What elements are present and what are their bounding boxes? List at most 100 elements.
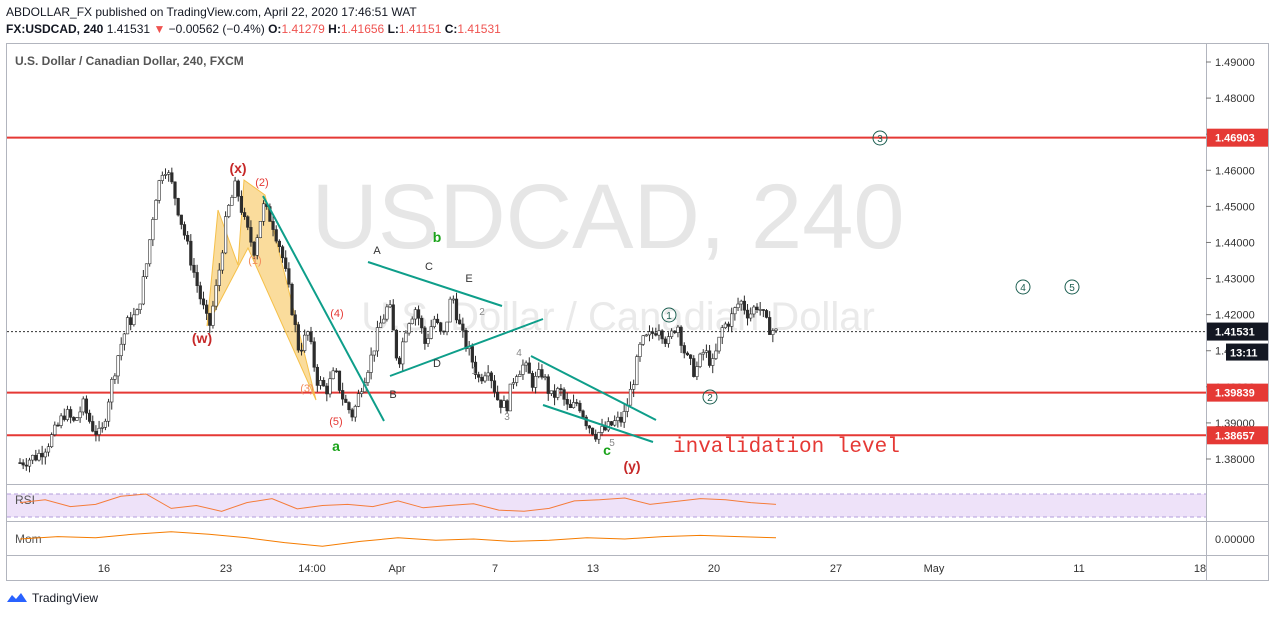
- watermark-description: U.S. Dollar / Canadian Dollar: [361, 295, 875, 339]
- candle-body: [148, 239, 152, 265]
- subwave-2-label: (2): [255, 177, 268, 189]
- candle-body: [771, 330, 775, 335]
- svg-text:2: 2: [707, 393, 713, 404]
- price-tick-label: 1.44000: [1215, 237, 1255, 249]
- channel-lower-line[interactable]: [542, 404, 654, 443]
- candle-body: [657, 330, 661, 336]
- candle-body: [94, 430, 98, 435]
- svg-text:1: 1: [666, 311, 672, 322]
- candle-body: [511, 382, 516, 385]
- price-axis[interactable]: 1.380001.390001.400001.410001.420001.430…: [1206, 57, 1255, 466]
- time-axis[interactable]: 16 23 14:00 Apr 7 13 20 27 May 11 18: [98, 563, 1206, 575]
- down-arrow-icon: ▼: [153, 22, 166, 36]
- candle-body: [413, 309, 417, 320]
- candle-body: [489, 372, 493, 382]
- candle-body: [568, 403, 572, 409]
- publisher-line: ABDOLLAR_FX published on TradingView.com…: [6, 5, 417, 19]
- candle-body: [182, 224, 187, 236]
- candle-body: [59, 415, 63, 426]
- candle-body: [492, 380, 497, 393]
- rsi-pane-title: RSI: [15, 493, 35, 507]
- candle-body: [366, 372, 370, 383]
- candle-body: [249, 227, 253, 243]
- tradingview-logo-icon: [7, 593, 27, 602]
- candle-body: [590, 427, 595, 435]
- mom-pane-title: Mom: [15, 532, 42, 546]
- candle-body: [331, 370, 335, 380]
- candle-body: [385, 306, 389, 320]
- candle-body: [730, 313, 734, 327]
- candle-body: [515, 376, 519, 383]
- candle-body: [552, 390, 557, 398]
- candle-body: [768, 317, 772, 335]
- brand-name: TradingView: [32, 591, 99, 605]
- candle-body: [578, 402, 582, 412]
- candle-body: [632, 384, 636, 390]
- candle-body: [132, 314, 136, 325]
- candle-body: [303, 334, 307, 351]
- yellow-wedge-shape[interactable]: [206, 179, 317, 401]
- candle-body: [635, 356, 639, 385]
- circled-wave-3: 3: [872, 130, 888, 146]
- candle-body: [711, 358, 715, 366]
- candle-body: [660, 330, 664, 340]
- candle-body: [439, 322, 443, 332]
- candle-body: [464, 330, 468, 349]
- candle-body: [167, 172, 171, 175]
- triangle-lower-line[interactable]: [389, 318, 544, 377]
- triangle-upper-line[interactable]: [367, 261, 503, 307]
- candle-body: [394, 329, 399, 359]
- symbol-timeframe[interactable]: FX:USDCAD, 240: [6, 22, 104, 36]
- candle-body: [293, 314, 297, 325]
- candle-body: [397, 357, 402, 365]
- wave-labels-layer: (w) (x) (y) a b c (1) (2) (3) (4) (5) A …: [192, 160, 900, 474]
- candle-body: [685, 352, 690, 356]
- high-label: H:: [328, 22, 341, 36]
- candle-body: [470, 346, 474, 363]
- channel-upper-line[interactable]: [530, 355, 657, 421]
- candle-body: [454, 298, 459, 321]
- triangle-pattern: [206, 179, 317, 401]
- candle-body: [448, 298, 452, 323]
- candle-body: [581, 410, 585, 418]
- price-levels-layer: [7, 136, 1206, 437]
- candle-body: [764, 310, 769, 318]
- close-value: 1.41531: [457, 22, 501, 36]
- candle-body: [189, 240, 193, 266]
- candle-body: [287, 268, 291, 285]
- candle-body: [761, 309, 765, 311]
- candle-body: [679, 326, 683, 346]
- candle-body: [613, 420, 617, 426]
- candle-body: [110, 379, 114, 403]
- candle-body: [274, 229, 278, 242]
- candle-body: [752, 306, 756, 315]
- momentum-line[interactable]: [19, 531, 777, 547]
- time-tick-label: 23: [220, 563, 232, 575]
- candle-body: [644, 334, 648, 337]
- candle-body: [69, 409, 73, 418]
- candle-body: [714, 350, 718, 359]
- trendline-a-leg[interactable]: [262, 195, 385, 422]
- candle-body: [97, 427, 101, 435]
- candle-body: [391, 304, 395, 331]
- candle-body: [458, 319, 462, 325]
- candle-body: [720, 327, 724, 338]
- candle-body: [18, 462, 22, 464]
- current-price-tag: [1207, 322, 1268, 341]
- wave-c-label: c: [603, 442, 611, 458]
- candle-body: [233, 180, 237, 198]
- minor-wave-5-label: 5: [609, 438, 615, 449]
- candle-body: [122, 333, 126, 345]
- candle-body: [325, 385, 329, 395]
- candle-body: [224, 216, 228, 254]
- rsi-line[interactable]: [19, 493, 777, 512]
- candle-body: [473, 361, 478, 375]
- candle-body: [24, 464, 28, 467]
- candle-body: [138, 303, 142, 310]
- candle-body: [211, 305, 215, 326]
- time-tick-label: 14:00: [298, 563, 326, 575]
- candle-body: [499, 399, 503, 408]
- candle-body: [50, 434, 54, 447]
- tradingview-brand[interactable]: TradingView: [6, 591, 98, 605]
